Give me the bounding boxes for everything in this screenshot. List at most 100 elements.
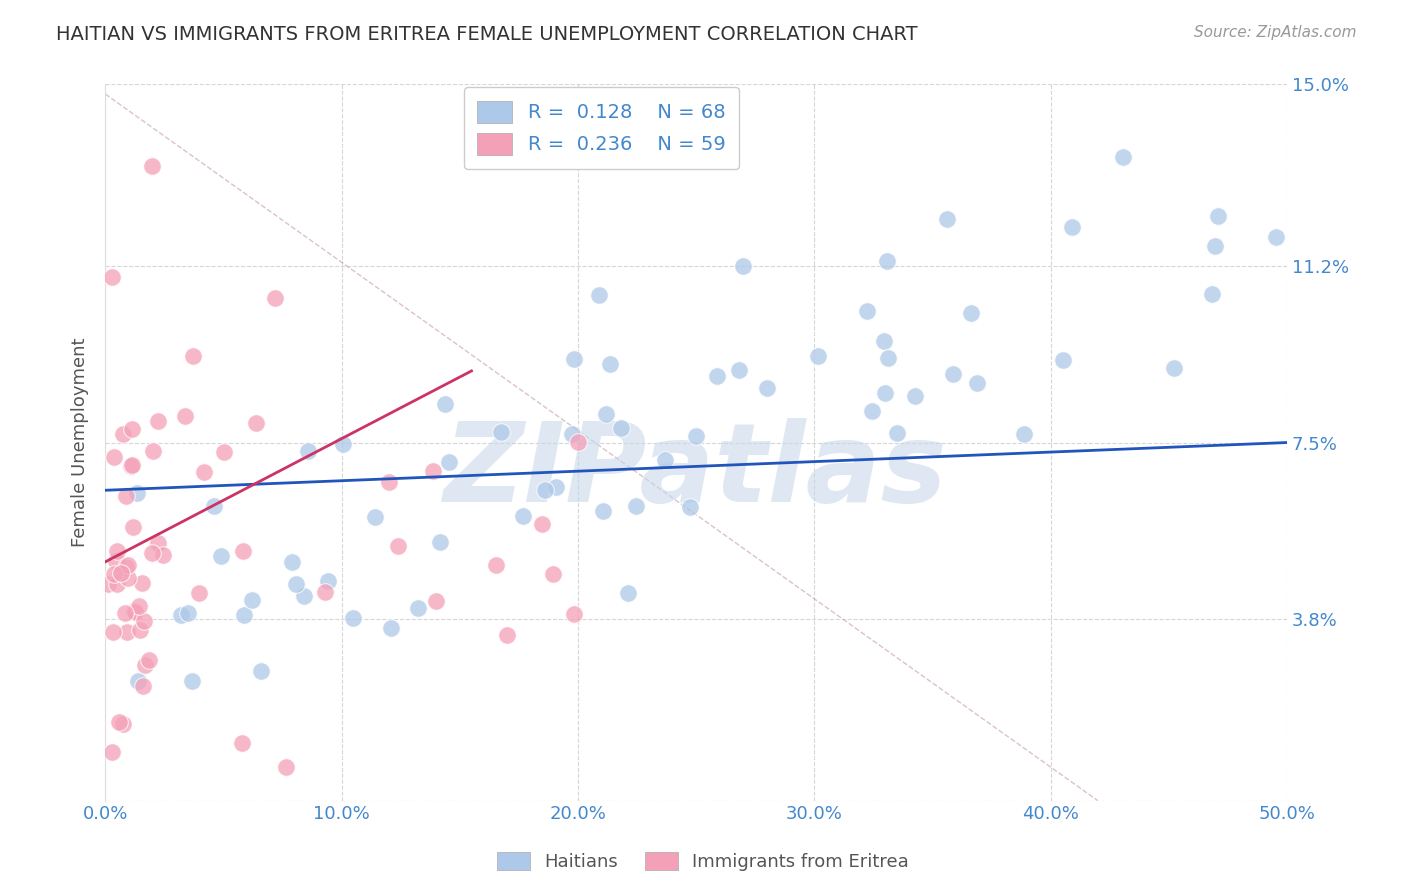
Point	[97, 576, 120, 591]
Point	[733, 259, 755, 273]
Point	[886, 425, 908, 440]
Point	[807, 349, 830, 363]
Point	[728, 363, 751, 377]
Point	[114, 559, 136, 574]
Point	[314, 585, 336, 599]
Point	[387, 539, 409, 553]
Point	[533, 483, 555, 497]
Text: ZIPatlas: ZIPatlas	[444, 417, 948, 524]
Point	[142, 444, 165, 458]
Point	[588, 287, 610, 301]
Point	[152, 548, 174, 562]
Point	[489, 425, 512, 439]
Point	[117, 571, 139, 585]
Point	[111, 427, 134, 442]
Point	[617, 586, 640, 600]
Point	[297, 443, 319, 458]
Point	[1012, 427, 1035, 442]
Point	[422, 464, 444, 478]
Point	[706, 368, 728, 383]
Point	[114, 606, 136, 620]
Point	[856, 303, 879, 318]
Point	[131, 575, 153, 590]
Point	[187, 585, 209, 599]
Point	[212, 445, 235, 459]
Point	[110, 566, 132, 580]
Point	[860, 404, 883, 418]
Point	[132, 614, 155, 628]
Point	[1062, 220, 1084, 235]
Point	[599, 357, 621, 371]
Point	[250, 664, 273, 678]
Point	[103, 567, 125, 582]
Point	[562, 351, 585, 366]
Point	[342, 611, 364, 625]
Point	[115, 624, 138, 639]
Point	[127, 674, 149, 689]
Point	[231, 735, 253, 749]
Point	[624, 500, 647, 514]
Point	[281, 555, 304, 569]
Point	[181, 349, 204, 363]
Point	[128, 624, 150, 638]
Point	[406, 601, 429, 615]
Point	[105, 577, 128, 591]
Point	[567, 434, 589, 449]
Point	[1163, 360, 1185, 375]
Point	[202, 499, 225, 513]
Point	[1204, 239, 1226, 253]
Point	[756, 381, 779, 395]
Point	[873, 334, 896, 349]
Point	[141, 546, 163, 560]
Point	[264, 292, 287, 306]
Point	[128, 599, 150, 613]
Point	[105, 554, 128, 568]
Point	[531, 517, 554, 532]
Point	[316, 574, 339, 589]
Point	[232, 543, 254, 558]
Point	[124, 606, 146, 620]
Point	[141, 159, 163, 173]
Point	[966, 376, 988, 391]
Point	[1206, 209, 1229, 223]
Point	[285, 577, 308, 591]
Point	[873, 386, 896, 401]
Point	[378, 475, 401, 489]
Point	[592, 504, 614, 518]
Point	[122, 520, 145, 534]
Point	[1052, 353, 1074, 368]
Point	[127, 486, 149, 500]
Point	[429, 535, 451, 549]
Point	[173, 409, 195, 424]
Point	[120, 459, 142, 474]
Point	[541, 567, 564, 582]
Point	[1265, 230, 1288, 244]
Point	[685, 428, 707, 442]
Point	[380, 621, 402, 635]
Point	[942, 367, 965, 381]
Point	[434, 397, 457, 411]
Point	[181, 674, 204, 689]
Text: HAITIAN VS IMMIGRANTS FROM ERITREA FEMALE UNEMPLOYMENT CORRELATION CHART: HAITIAN VS IMMIGRANTS FROM ERITREA FEMAL…	[56, 25, 918, 44]
Point	[112, 716, 135, 731]
Point	[146, 535, 169, 549]
Text: Source: ZipAtlas.com: Source: ZipAtlas.com	[1194, 25, 1357, 40]
Point	[233, 607, 256, 622]
Point	[121, 458, 143, 472]
Point	[177, 606, 200, 620]
Y-axis label: Female Unemployment: Female Unemployment	[72, 338, 89, 548]
Point	[103, 450, 125, 464]
Point	[101, 270, 124, 285]
Point	[595, 407, 617, 421]
Point	[134, 657, 156, 672]
Point	[1112, 150, 1135, 164]
Point	[679, 500, 702, 514]
Point	[562, 607, 585, 621]
Point	[105, 544, 128, 558]
Point	[332, 436, 354, 450]
Point	[546, 480, 568, 494]
Point	[876, 254, 898, 268]
Point	[609, 421, 631, 435]
Point	[108, 714, 131, 729]
Point	[193, 465, 215, 479]
